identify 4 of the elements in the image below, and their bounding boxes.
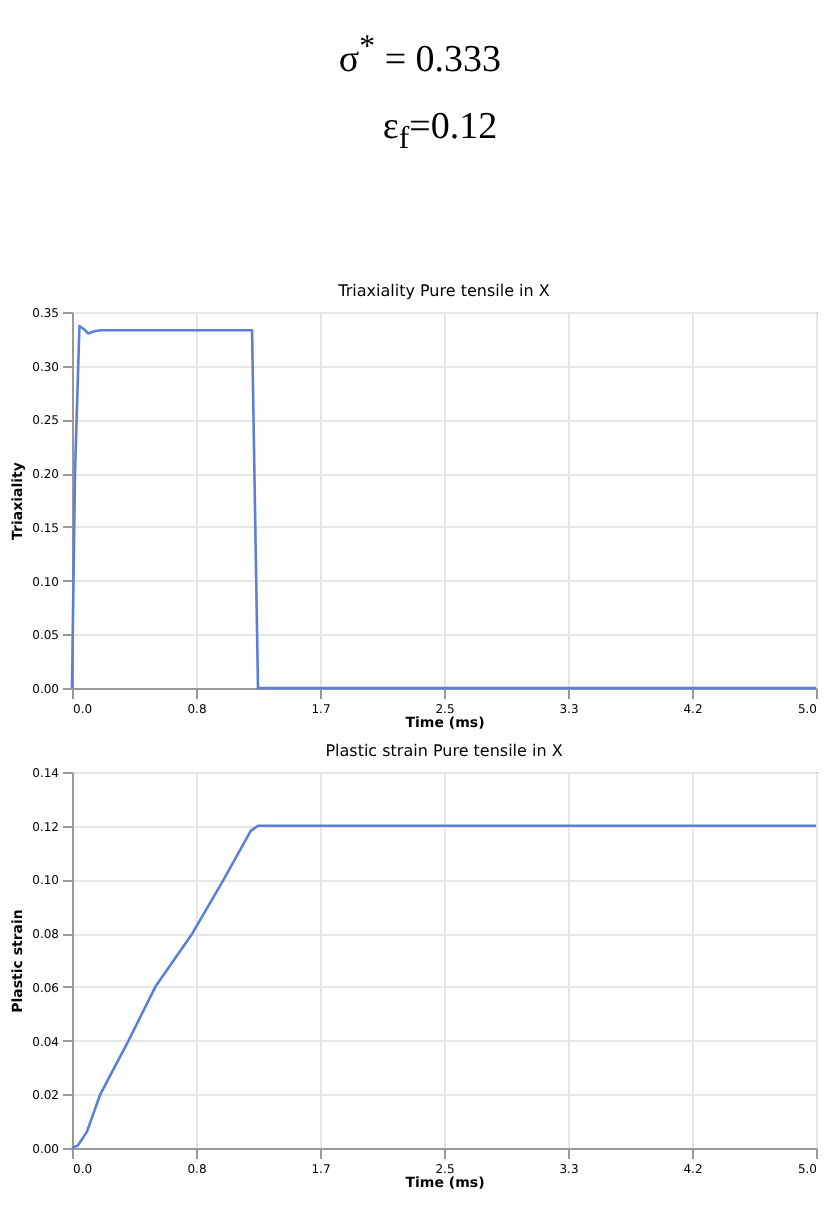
chart-title: Plastic strain Pure tensile in X [325, 742, 564, 760]
text: ε$_{f}$=0.12 [380, 104, 500, 160]
chart-title: Triaxiality Pure tensile in X [336, 282, 551, 300]
text: σ$^{*}$ = 0.333 [336, 28, 504, 85]
